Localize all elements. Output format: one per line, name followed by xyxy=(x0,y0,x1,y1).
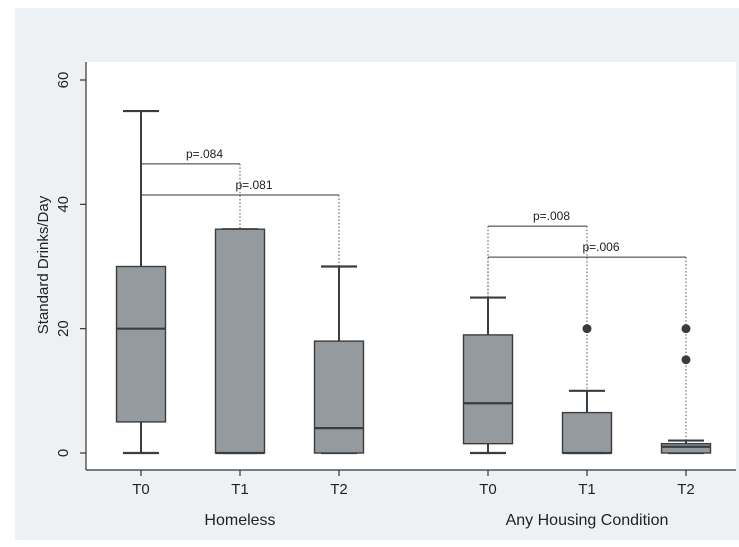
y-axis-title: Standard Drinks/Day xyxy=(35,195,52,334)
x-tick-label: T2 xyxy=(330,481,348,498)
x-tick-label: T0 xyxy=(132,481,150,498)
p-value-label: p=.081 xyxy=(235,178,272,192)
x-tick-label: T1 xyxy=(231,481,249,498)
plot-area xyxy=(86,62,736,470)
outlier-point xyxy=(681,324,691,334)
y-tick-label: 0 xyxy=(55,449,72,457)
box xyxy=(462,334,514,445)
group-label: Any Housing Condition xyxy=(506,512,669,529)
outlier-point xyxy=(582,324,592,334)
box xyxy=(115,265,167,423)
x-tick-label: T1 xyxy=(578,481,596,498)
y-tick-label: 60 xyxy=(55,72,72,89)
p-value-label: p=.006 xyxy=(582,240,619,254)
box xyxy=(561,411,613,454)
x-tick-label: T2 xyxy=(677,481,695,498)
p-value-label: p=.008 xyxy=(533,209,570,223)
group-label: Homeless xyxy=(204,512,275,529)
p-value-label: p=.084 xyxy=(186,147,223,161)
box xyxy=(214,228,266,454)
box xyxy=(660,442,712,454)
y-tick-label: 40 xyxy=(55,196,72,213)
box xyxy=(313,340,365,454)
y-tick-label: 20 xyxy=(55,320,72,337)
outlier-point xyxy=(681,355,691,365)
x-tick-label: T0 xyxy=(479,481,497,498)
